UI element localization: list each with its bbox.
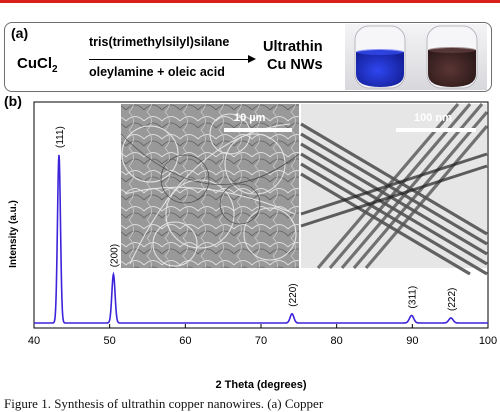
x-ticks: 40 50 60 70 80 90 100 [28, 324, 497, 347]
vials-photo [345, 24, 487, 90]
top-rule [0, 0, 500, 3]
y-axis-label: Intensity (a.u.) [8, 200, 19, 268]
x-tick-label: 60 [179, 335, 191, 347]
panel-b: 10 µm 100 [0, 93, 500, 394]
peak-label: (222) [447, 288, 458, 311]
product-line1: Ultrathin [263, 39, 323, 55]
peak-label: (311) [408, 286, 419, 309]
peak-labels: (111) (200) (220) (311) (222) [55, 126, 458, 311]
reactant-text: CuCl [17, 55, 52, 72]
x-tick-label: 100 [479, 335, 497, 347]
sem-scale-label: 10 µm [234, 112, 266, 124]
x-tick-label: 80 [331, 335, 343, 347]
brown-vial [426, 25, 478, 89]
reactant-formula: CuCl2 [17, 55, 58, 75]
peak-label: (111) [55, 126, 66, 148]
panel-a-scheme: (a) CuCl2 tris(trimethylsilyl)silane ole… [4, 22, 492, 92]
x-axis-label: 2 Theta (degrees) [215, 379, 306, 391]
reactant-subscript: 2 [52, 64, 58, 75]
peak-label: (220) [288, 283, 299, 306]
arrow-head-icon [248, 55, 256, 63]
product-line2: Cu NWs [267, 57, 323, 73]
peak-label: (200) [109, 244, 120, 267]
reagent-below: oleylamine + oleic acid [89, 65, 225, 79]
panel-b-label: (b) [4, 94, 22, 109]
x-tick-label: 90 [406, 335, 418, 347]
x-tick-label: 70 [255, 335, 267, 347]
xrd-chart: 10 µm 100 [4, 93, 497, 391]
x-tick-label: 50 [104, 335, 116, 347]
figure-caption: Figure 1. Synthesis of ultrathin copper … [4, 396, 324, 411]
reagent-above: tris(trimethylsilyl)silane [89, 35, 230, 49]
x-tick-label: 40 [28, 335, 40, 347]
panel-a-label: (a) [11, 25, 29, 41]
xrd-pattern-line [34, 154, 488, 324]
tem-scale-label: 100 nm [414, 112, 452, 124]
reaction-arrow [89, 59, 249, 61]
blue-vial [354, 25, 406, 89]
